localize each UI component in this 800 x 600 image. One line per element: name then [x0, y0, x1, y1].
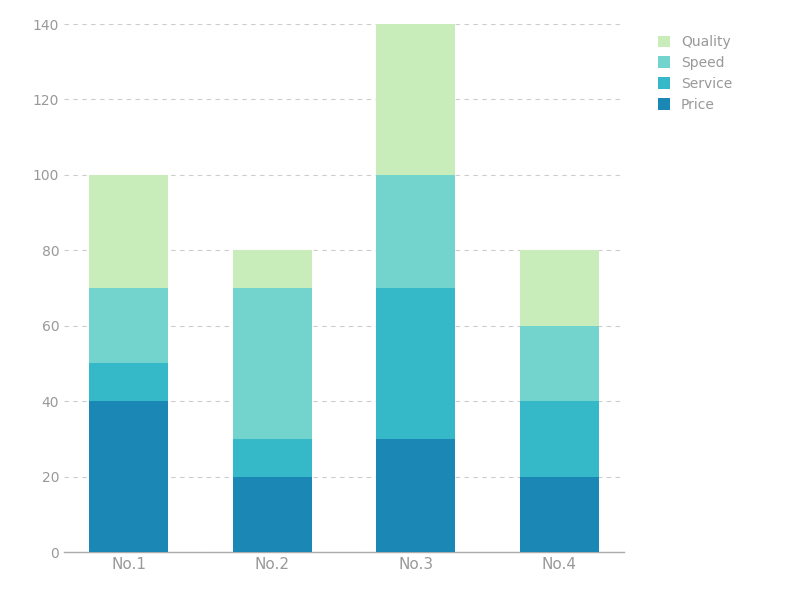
Bar	[233, 288, 312, 439]
Bar	[376, 288, 455, 439]
Bar	[376, 24, 455, 175]
Bar	[520, 250, 598, 326]
Bar	[376, 439, 455, 552]
Bar	[233, 250, 312, 288]
Bar	[233, 476, 312, 552]
Bar	[90, 288, 168, 364]
Bar	[233, 439, 312, 476]
Bar	[520, 401, 598, 476]
Bar	[90, 175, 168, 288]
Bar	[376, 175, 455, 288]
Bar	[90, 401, 168, 552]
Bar	[520, 326, 598, 401]
Bar	[520, 476, 598, 552]
Legend: Quality, Speed, Service, Price: Quality, Speed, Service, Price	[654, 31, 737, 116]
Bar	[90, 364, 168, 401]
